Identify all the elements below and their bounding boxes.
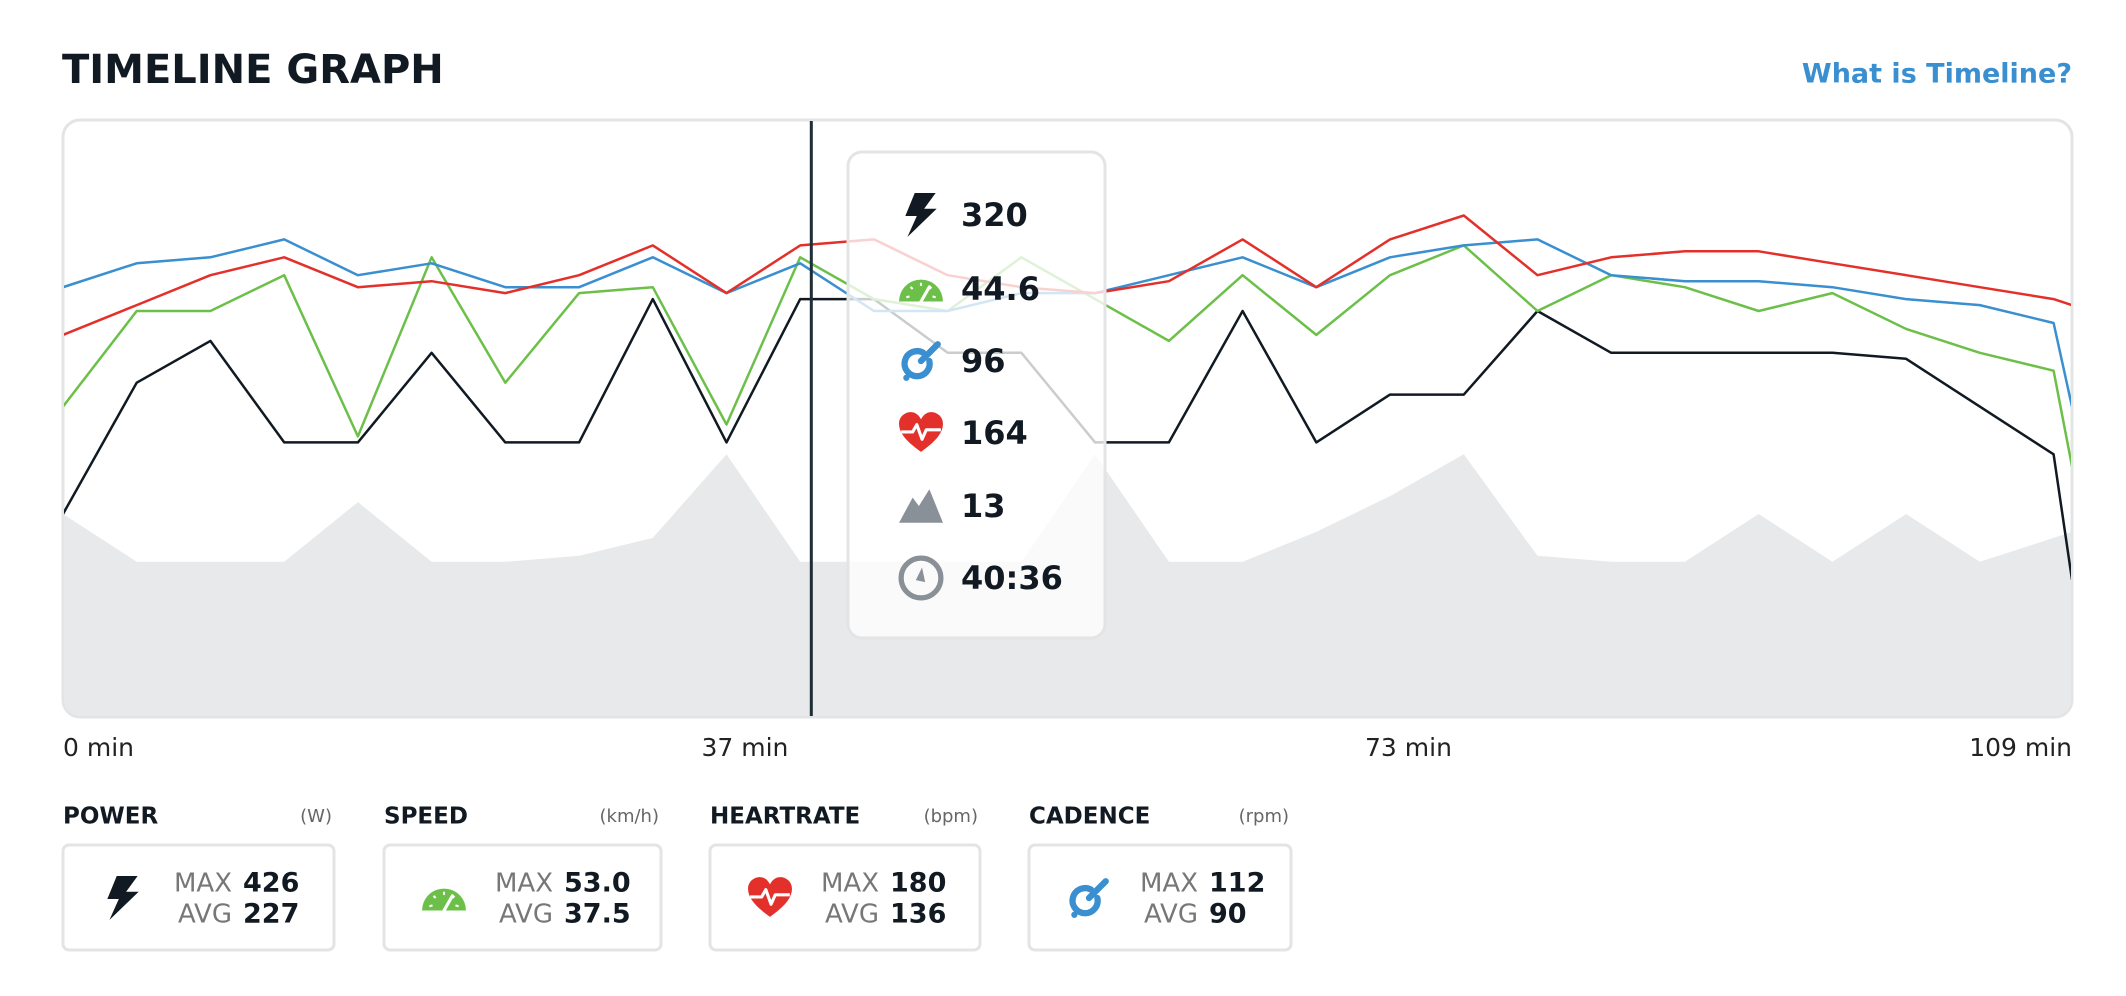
stat-max-label: MAX <box>1140 869 1198 899</box>
stats-row: POWER (W) MAX 426 AVG 227 SPEED (km/h) MAX 53.0 AV… <box>61 804 1293 952</box>
readout-value: 96 <box>961 342 1006 380</box>
help-link[interactable]: What is Timeline? <box>1802 59 2072 90</box>
stat-avg: 90 <box>1209 899 1247 930</box>
readout-value: 320 <box>961 196 1028 234</box>
stat-avg: 136 <box>890 899 946 930</box>
stat-max-label: MAX <box>821 869 879 899</box>
readout-value: 13 <box>961 487 1006 525</box>
stat-unit: (W) <box>300 806 332 827</box>
x-axis: 0 min 37 min 73 min 109 min <box>63 733 2072 762</box>
stat-max: 112 <box>1209 868 1265 899</box>
stat-avg: 227 <box>243 899 299 930</box>
stat-unit: (km/h) <box>600 806 659 827</box>
stat-avg-label: AVG <box>825 900 879 930</box>
tooltip: 320 44.6 96 164 13 40:36 <box>846 150 1107 640</box>
stat-max: 53.0 <box>564 868 631 899</box>
stat-card <box>61 843 336 952</box>
stat-max: 426 <box>243 868 299 899</box>
stat-title: CADENCE <box>1029 804 1150 830</box>
stat-title: SPEED <box>384 804 468 830</box>
stat-card <box>382 843 663 952</box>
stat-unit: (bpm) <box>924 806 978 827</box>
stat-card <box>708 843 982 952</box>
stat-avg: 37.5 <box>564 899 631 930</box>
x-tick-label: 37 min <box>702 733 789 762</box>
page-title: TIMELINE GRAPH <box>62 47 444 93</box>
stat-max-label: MAX <box>495 869 553 899</box>
readout-value: 44.6 <box>961 270 1040 308</box>
x-tick-label: 109 min <box>1969 733 2072 762</box>
x-tick-label: 0 min <box>63 733 134 762</box>
x-tick-label: 73 min <box>1365 733 1452 762</box>
stat-max-label: MAX <box>174 869 232 899</box>
stat-avg-label: AVG <box>499 900 553 930</box>
stat-title: POWER <box>63 804 158 830</box>
stat-avg-label: AVG <box>178 900 232 930</box>
stat-avg-label: AVG <box>1144 900 1198 930</box>
stat-max: 180 <box>890 868 946 899</box>
stat-title: HEARTRATE <box>710 804 860 830</box>
readout-value: 40:36 <box>961 559 1063 597</box>
stat-unit: (rpm) <box>1239 806 1289 827</box>
readout-value: 164 <box>961 414 1028 452</box>
stat-card <box>1027 843 1293 952</box>
